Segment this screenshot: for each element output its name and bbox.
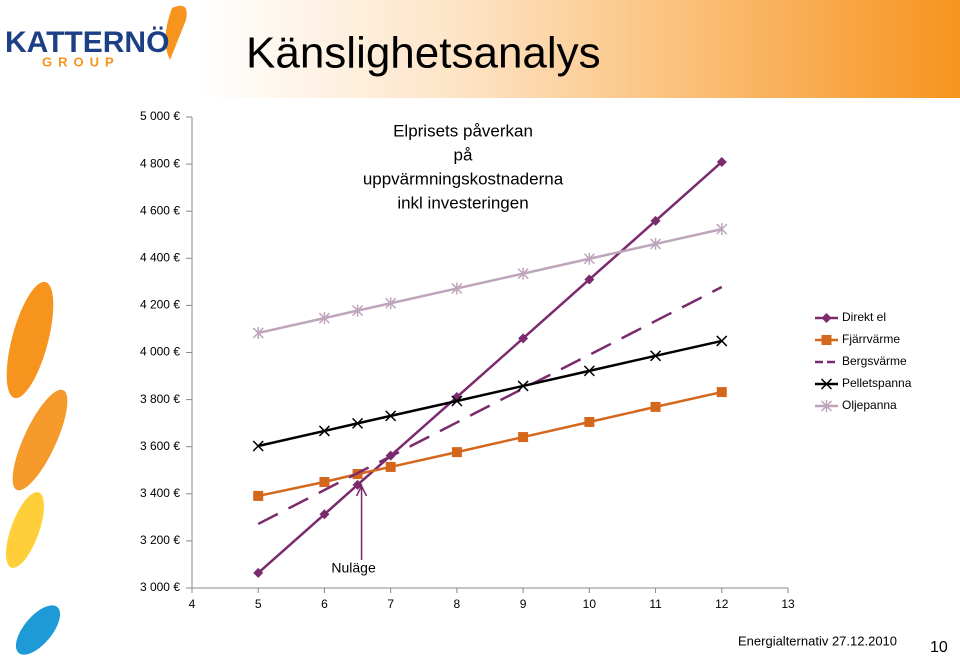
y-tick-label: 4 000 € xyxy=(140,345,180,359)
x-tick-label: 4 xyxy=(189,597,196,611)
series-line xyxy=(257,227,723,335)
point xyxy=(820,378,833,390)
point xyxy=(584,274,595,285)
point xyxy=(518,333,529,344)
annotation-arrow xyxy=(355,484,368,560)
header-band xyxy=(200,0,960,98)
y-tick-label: 4 800 € xyxy=(140,156,180,170)
logo-leaves xyxy=(6,5,187,655)
annotation: Nuläge xyxy=(331,560,376,576)
legend-label: Pelletspanna xyxy=(842,376,912,390)
point xyxy=(385,461,396,472)
y-tick-label: 5 000 € xyxy=(140,109,180,123)
point xyxy=(385,410,397,422)
series-line xyxy=(257,285,723,526)
point xyxy=(821,335,832,345)
series-line xyxy=(257,161,723,574)
y-tick-label: 3 400 € xyxy=(140,486,180,500)
y-tick-label: 4 200 € xyxy=(140,298,180,312)
footer: Energialternativ 27.12.2010 xyxy=(738,633,897,648)
series xyxy=(252,335,728,452)
point xyxy=(451,282,463,295)
point xyxy=(583,365,595,377)
point xyxy=(716,223,728,236)
chart-title: inkl investeringen xyxy=(397,193,528,212)
chart-title: Elprisets påverkan xyxy=(393,121,533,140)
x-tick-label: 5 xyxy=(255,597,262,611)
x-tick-label: 12 xyxy=(715,597,729,611)
point xyxy=(716,335,728,347)
point xyxy=(252,326,264,339)
y-tick-label: 4 400 € xyxy=(140,250,180,264)
x-tick-label: 7 xyxy=(387,597,394,611)
point xyxy=(517,267,529,280)
logo: KATTERNÖ xyxy=(5,26,169,59)
point xyxy=(650,237,662,250)
point xyxy=(385,297,397,310)
point xyxy=(253,490,264,501)
y-tick-label: 3 200 € xyxy=(140,533,180,547)
point xyxy=(716,387,727,398)
point xyxy=(650,401,661,412)
y-tick-label: 3 800 € xyxy=(140,392,180,406)
chart-title: uppvärmningskostnaderna xyxy=(363,169,564,188)
x-tick-label: 8 xyxy=(454,597,461,611)
point xyxy=(352,304,364,317)
y-tick-label: 3 600 € xyxy=(140,439,180,453)
page-number: 10 xyxy=(930,639,948,656)
point xyxy=(583,252,595,265)
point xyxy=(352,417,364,429)
logo-sub: GROUP xyxy=(42,54,120,69)
point xyxy=(650,215,661,226)
point xyxy=(820,400,833,412)
x-tick-label: 9 xyxy=(520,597,527,611)
legend-label: Bergsvärme xyxy=(842,354,907,368)
point xyxy=(518,432,529,443)
point xyxy=(517,380,529,392)
legend-label: Direkt el xyxy=(842,310,886,324)
chart-title: på xyxy=(454,145,473,164)
series xyxy=(252,223,728,339)
point xyxy=(253,567,264,578)
y-tick-label: 4 600 € xyxy=(140,203,180,217)
slide-title: Känslighetsanalys xyxy=(246,29,601,78)
x-tick-label: 11 xyxy=(649,597,662,611)
legend-label: Fjärrvärme xyxy=(842,332,900,346)
point xyxy=(252,440,264,452)
x-tick-label: 13 xyxy=(781,597,795,611)
point xyxy=(319,477,330,488)
series xyxy=(257,285,723,526)
y-tick-label: 3 000 € xyxy=(140,580,180,594)
point xyxy=(319,509,330,520)
x-tick-label: 10 xyxy=(583,597,597,611)
point xyxy=(716,156,727,167)
series xyxy=(253,156,727,578)
point xyxy=(821,313,832,323)
point xyxy=(318,312,330,325)
point xyxy=(451,395,463,407)
point xyxy=(318,425,330,437)
x-tick-label: 6 xyxy=(321,597,328,611)
point xyxy=(451,447,462,458)
point xyxy=(650,350,662,362)
legend-label: Oljepanna xyxy=(842,398,897,412)
series xyxy=(253,387,727,501)
series-line xyxy=(257,339,723,448)
point xyxy=(584,416,595,427)
